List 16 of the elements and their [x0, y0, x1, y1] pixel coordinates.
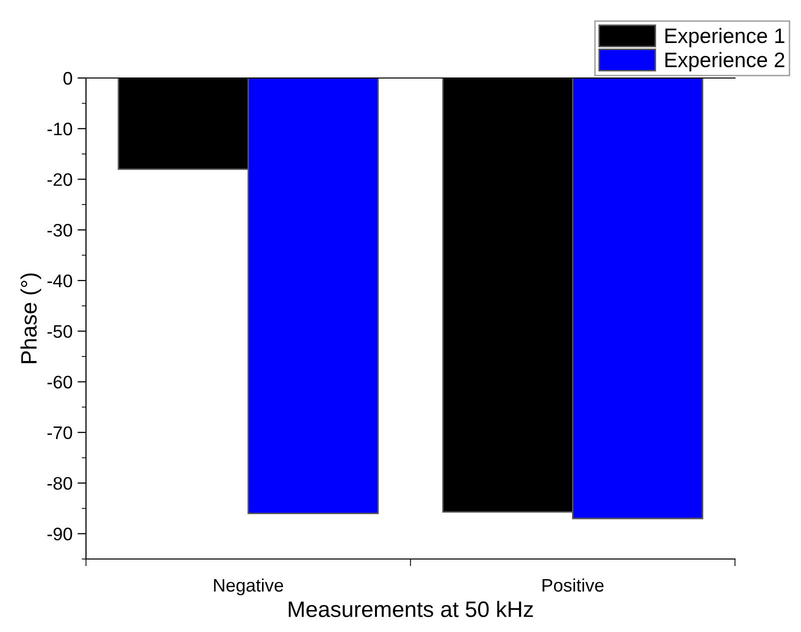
legend-label: Experience 2 — [665, 52, 784, 72]
y-tick-label: -40 — [48, 274, 72, 288]
y-tick-label: -20 — [48, 173, 72, 186]
y-tick-label: -90 — [48, 528, 72, 540]
y-axis-title: Phase (°) — [20, 273, 42, 364]
y-tick-label: -50 — [48, 325, 72, 338]
y-tick-label: -30 — [48, 224, 72, 237]
x-axis-title: Measurements at 50 kHz — [288, 600, 533, 618]
legend-label: Experience 1 — [665, 28, 784, 48]
y-tick-label: -60 — [48, 376, 72, 389]
x-tick-label: Positive — [542, 578, 604, 592]
y-tick-label: 0 — [63, 72, 72, 85]
y-tick-label: -70 — [48, 426, 72, 440]
y-tick-label: -80 — [48, 476, 72, 490]
y-tick-label: -10 — [48, 122, 72, 136]
x-tick-label: Negative — [214, 578, 284, 596]
